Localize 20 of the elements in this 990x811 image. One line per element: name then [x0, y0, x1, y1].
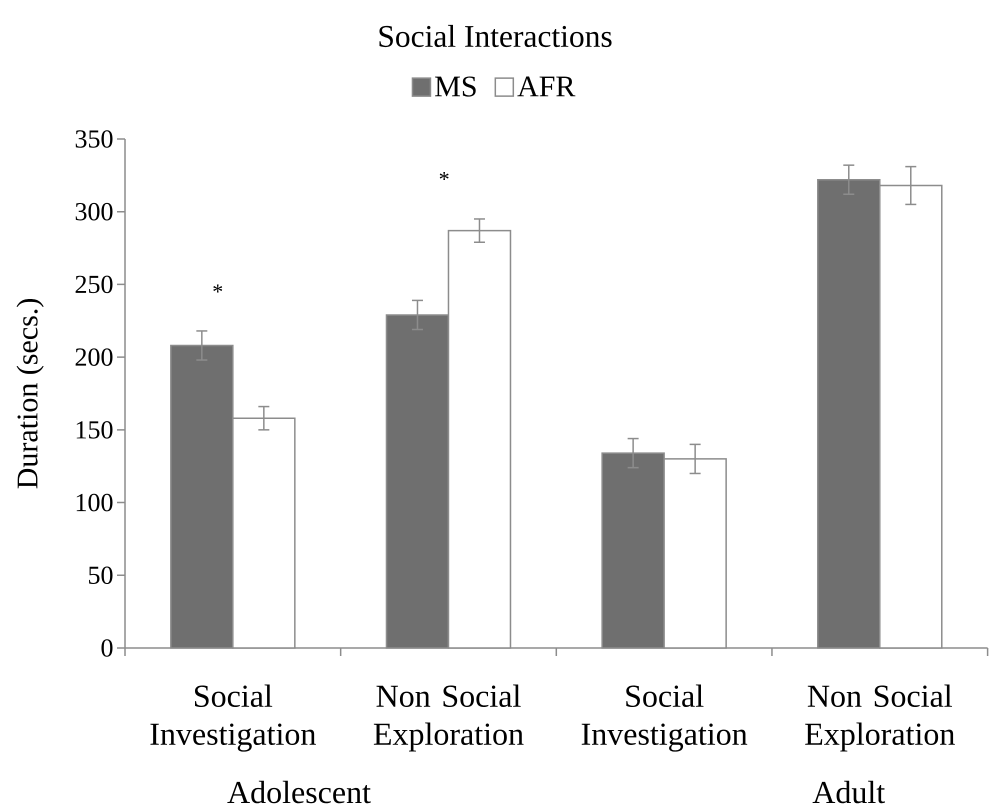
y-tick-label: 50	[89, 566, 112, 584]
x-tick-label: Non Social Exploration	[374, 684, 524, 752]
legend-label: AFR	[517, 76, 576, 96]
y-tick-label: 200	[76, 348, 112, 366]
y-tick-label: 150	[76, 421, 112, 439]
chart-title: Social Interactions	[379, 24, 612, 48]
y-axis-title: Duration (secs.)	[16, 299, 44, 488]
annotation: *	[440, 172, 449, 180]
text: Adult	[812, 780, 885, 804]
y-tick-label: 300	[76, 202, 112, 220]
x-tick-label: Social Investigation	[582, 684, 748, 752]
y-tick-label: 0	[101, 639, 113, 657]
x-tick-label: Social Investigation	[150, 684, 316, 752]
x-tick-label: Non Social Exploration	[805, 684, 955, 752]
text: Adolescent	[227, 780, 371, 804]
annotation: *	[213, 284, 222, 293]
y-tick-label: 350	[76, 130, 112, 148]
legend-label: MS	[435, 76, 476, 97]
y-tick-label: 100	[76, 494, 112, 512]
y-tick-label: 250	[76, 276, 112, 294]
